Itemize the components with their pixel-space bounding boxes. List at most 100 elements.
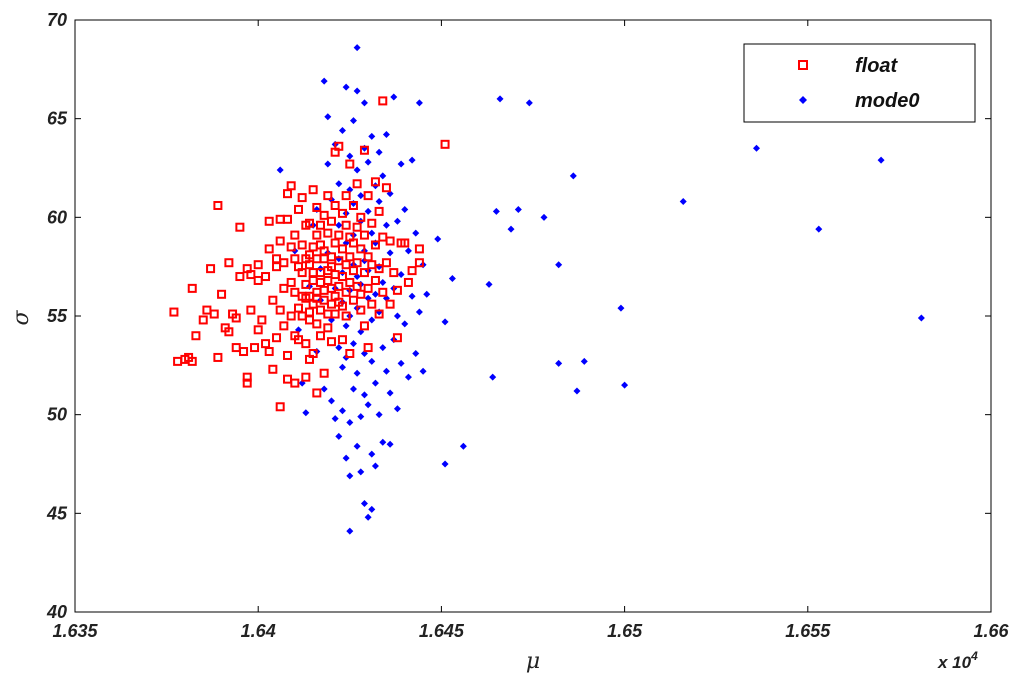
mode0-point [386,389,394,397]
float-point [250,343,260,353]
float-point [312,388,322,398]
mode0-point [353,44,361,52]
mode0-point [375,198,383,206]
float-point [315,220,325,230]
float-point [231,313,241,323]
mode0-point [917,314,925,322]
mode0-point [412,229,420,237]
mode0-point [375,148,383,156]
float-point [213,200,223,210]
mode0-point [379,344,387,352]
float-point [359,321,369,331]
legend-float-label: float [855,55,899,77]
float-point [345,252,355,262]
ticks-layer: 1.635 1.64 1.645 1.65 1.655 1.66 40 45 50 55 60 65 7… [46,10,1010,641]
float-point [279,283,289,293]
float-point [370,275,380,285]
float-point [283,214,293,224]
float-point [414,244,424,254]
legend: float mode0 [743,43,976,123]
float-point [352,222,362,232]
mode0-point [360,99,368,107]
float-point [400,238,410,248]
legend-box [743,43,976,123]
mode0-point [415,308,423,316]
float-point [286,311,296,321]
float-point [330,200,340,210]
float-point [414,258,424,268]
float-point [337,244,347,254]
mode0-point [379,172,387,180]
float-point [323,228,333,238]
float-point [341,287,351,297]
float-point [326,216,336,226]
mode0-point [353,442,361,450]
mode0-point [573,387,581,395]
float-point [301,339,311,349]
mode0-point [357,413,365,421]
float-point [286,277,296,287]
mode0-point [540,213,548,221]
mode0-point [360,499,368,507]
float-point [264,216,274,226]
mode0-point [371,290,379,298]
mode0-point [335,344,343,352]
mode0-point [397,359,405,367]
mode0-point [371,462,379,470]
float-point [341,191,351,201]
mode0-point [401,205,409,213]
float-point [301,372,311,382]
mode0-point [349,117,357,125]
mode0-point [349,385,357,393]
mode0-point [331,415,339,423]
float-point [363,283,373,293]
mode0-point [338,407,346,415]
mode0-point [382,130,390,138]
x-multiplier-exponent: 4 [970,649,978,663]
mode0-point [555,359,563,367]
mode0-point [353,166,361,174]
mode0-point [368,357,376,365]
mode0-point [569,172,577,180]
float-point [348,295,358,305]
mode0-point [397,271,405,279]
float-point [304,218,314,228]
float-point [374,264,384,274]
float-point [308,185,318,195]
float-point [209,309,219,319]
float-point [356,289,366,299]
mode0-point [390,93,398,101]
mode0-point [364,207,372,215]
float-point [253,260,263,270]
mode0-point [459,442,467,450]
float-point [363,343,373,353]
mode0-point [419,367,427,375]
x-tick-label: 1.64 [241,621,276,641]
mode0-point [514,205,522,213]
mode0-point [342,322,350,330]
mode0-point [393,312,401,320]
float-point [206,264,216,274]
float-point [381,183,391,193]
float-point [272,333,282,343]
mode0-point [382,221,390,229]
mode0-point [401,320,409,328]
mode0-point [408,156,416,164]
float-point [389,268,399,278]
mode0-point [346,419,354,427]
float-point [297,240,307,250]
mode0-point [368,132,376,140]
float-point [334,141,344,151]
float-point [348,238,358,248]
mode0-point [368,229,376,237]
float-point [341,220,351,230]
mode0-point [485,280,493,288]
float-point [224,327,234,337]
mode0-point [555,261,563,269]
float-point [242,378,252,388]
float-point [297,193,307,203]
float-point [246,305,256,315]
mode0-point [753,144,761,152]
float-point [319,368,329,378]
